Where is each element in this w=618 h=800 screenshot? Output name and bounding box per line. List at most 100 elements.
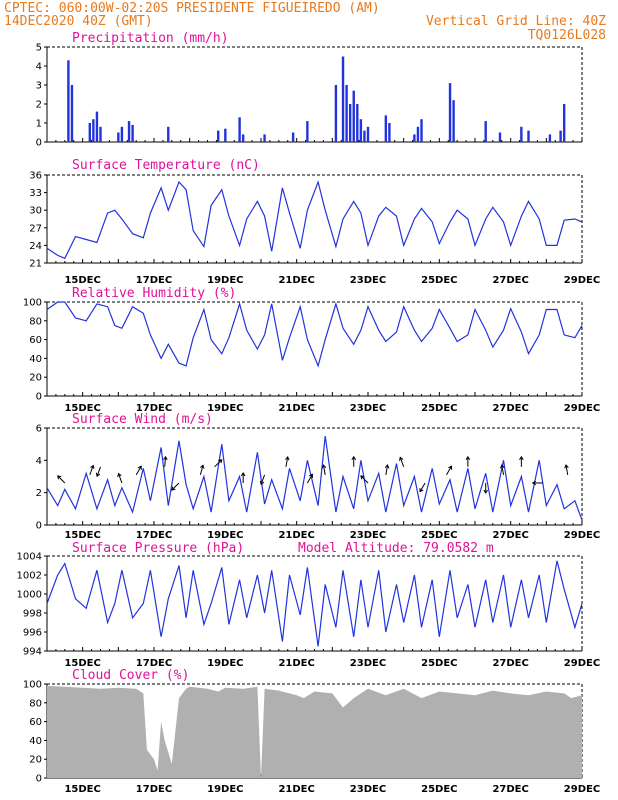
wind-vector (164, 456, 167, 467)
precip-bar (306, 121, 309, 142)
y-tick-label: 1004 (17, 552, 42, 563)
wind-vector-head (483, 489, 488, 494)
wind-vector-head (259, 480, 265, 486)
x-tick-label: 19DEC (207, 403, 243, 414)
x-tick-label: 15DEC (64, 403, 100, 414)
y-tick-label: 1000 (17, 590, 42, 601)
y-tick-label: 27 (29, 223, 42, 234)
x-tick-label: 27DEC (492, 403, 528, 414)
y-tick-label: 100 (23, 680, 42, 691)
wind-vector-head (240, 472, 246, 477)
precip-bar (366, 126, 370, 142)
y-tick-label: 0 (36, 774, 42, 785)
panel-pressure: Surface Pressure (hPa) Model Altitude: 7… (17, 541, 601, 669)
y-tick-label: 2 (36, 488, 42, 499)
x-tick-label: 17DEC (136, 403, 172, 414)
precip-bar (413, 134, 416, 142)
wind-vector-head (171, 486, 176, 491)
x-tick-label: 21DEC (278, 784, 314, 795)
x-tick-label: 15DEC (64, 530, 100, 541)
wind-vector (565, 464, 569, 475)
x-tick-label: 17DEC (136, 658, 172, 669)
series-line (46, 180, 583, 260)
y-tick-label: 994 (23, 647, 42, 658)
wind-vector-head (137, 465, 142, 470)
y-tick-label: 4 (36, 456, 42, 467)
y-tick-label: 40 (29, 354, 42, 365)
precip-bar (131, 124, 134, 142)
wind-vector-head (519, 455, 524, 461)
x-tick-label: 23DEC (350, 658, 386, 669)
precip-bar (384, 115, 388, 142)
humidity-title: Relative Humidity (%) (72, 286, 236, 301)
precip-bar (359, 119, 363, 142)
precip-bar (562, 104, 566, 142)
precip-bar (67, 60, 70, 142)
y-tick-label: 996 (23, 628, 42, 639)
y-tick-label: 36 (29, 171, 42, 182)
wind-vector (214, 459, 223, 468)
x-tick-label: 27DEC (492, 275, 528, 286)
y-tick-label: 21 (29, 259, 42, 270)
y-tick-label: 80 (29, 316, 42, 327)
x-tick-label: 23DEC (350, 403, 386, 414)
series-line (46, 301, 583, 368)
header-station: CPTEC: 060:00W-02:20S PRESIDENTE FIGUEIR… (4, 1, 380, 16)
precip-bar (352, 90, 355, 142)
wind-vector (96, 466, 101, 477)
y-tick-label: 40 (29, 736, 42, 747)
wind-vector (285, 456, 289, 467)
wind-vector-head (500, 464, 505, 469)
wind-vector-head (309, 473, 314, 478)
y-tick-label: 24 (29, 241, 42, 252)
precip-bar (452, 100, 455, 142)
precip-bar (241, 134, 245, 142)
y-tick-label: 20 (29, 373, 42, 384)
precip-bar (420, 119, 423, 142)
precip-bar (363, 130, 366, 142)
series-line (46, 560, 583, 647)
wind-vector-head (448, 465, 453, 470)
wind-vector-head (163, 455, 168, 461)
precip-bar (263, 134, 266, 142)
precip-bar (548, 134, 552, 142)
precip-bar (217, 130, 220, 142)
x-tick-label: 25DEC (421, 530, 457, 541)
precip-bar (334, 85, 338, 142)
panel-humidity: Relative Humidity (%) 0 20 40 60 80 100 15DEC 1… (23, 286, 600, 414)
wind-vector-head (351, 455, 357, 461)
wind-vector (260, 474, 266, 485)
y-tick-label: 5 (36, 43, 42, 54)
wind-vector-head (284, 456, 290, 461)
panel-precipitation: Precipitation (mm/h) 0 1 2 3 4 5 (36, 31, 583, 149)
x-tick-label: 19DEC (207, 658, 243, 669)
precip-bar (341, 56, 345, 142)
pressure-title: Surface Pressure (hPa) (72, 541, 244, 556)
x-tick-label: 27DEC (492, 784, 528, 795)
x-tick-label: 29DEC (564, 275, 600, 286)
wind-vector-head (200, 464, 205, 469)
y-tick-label: 80 (29, 698, 42, 709)
precip-bar (356, 104, 359, 142)
precip-bar (167, 126, 170, 142)
wind-vector (306, 474, 313, 484)
cloud-cover-title: Cloud Cover (%) (72, 668, 189, 683)
x-tick-label: 23DEC (350, 530, 386, 541)
wind-vector (419, 482, 426, 492)
wind-vector (385, 464, 389, 475)
precip-bar (345, 85, 348, 142)
wind-vector (199, 465, 204, 476)
x-tick-label: 17DEC (136, 530, 172, 541)
wind-vector-head (57, 475, 62, 480)
x-tick-label: 25DEC (421, 658, 457, 669)
x-tick-label: 15DEC (64, 784, 100, 795)
y-tick-label: 0 (36, 392, 42, 403)
x-tick-label: 25DEC (421, 275, 457, 286)
x-tick-label: 21DEC (278, 658, 314, 669)
x-tick-label: 27DEC (492, 530, 528, 541)
x-tick-label: 29DEC (564, 530, 600, 541)
precip-bar (520, 126, 523, 142)
header-grid-line: Vertical Grid Line: 40Z (426, 14, 606, 29)
precip-bar (117, 132, 120, 142)
precip-bar (348, 104, 352, 142)
